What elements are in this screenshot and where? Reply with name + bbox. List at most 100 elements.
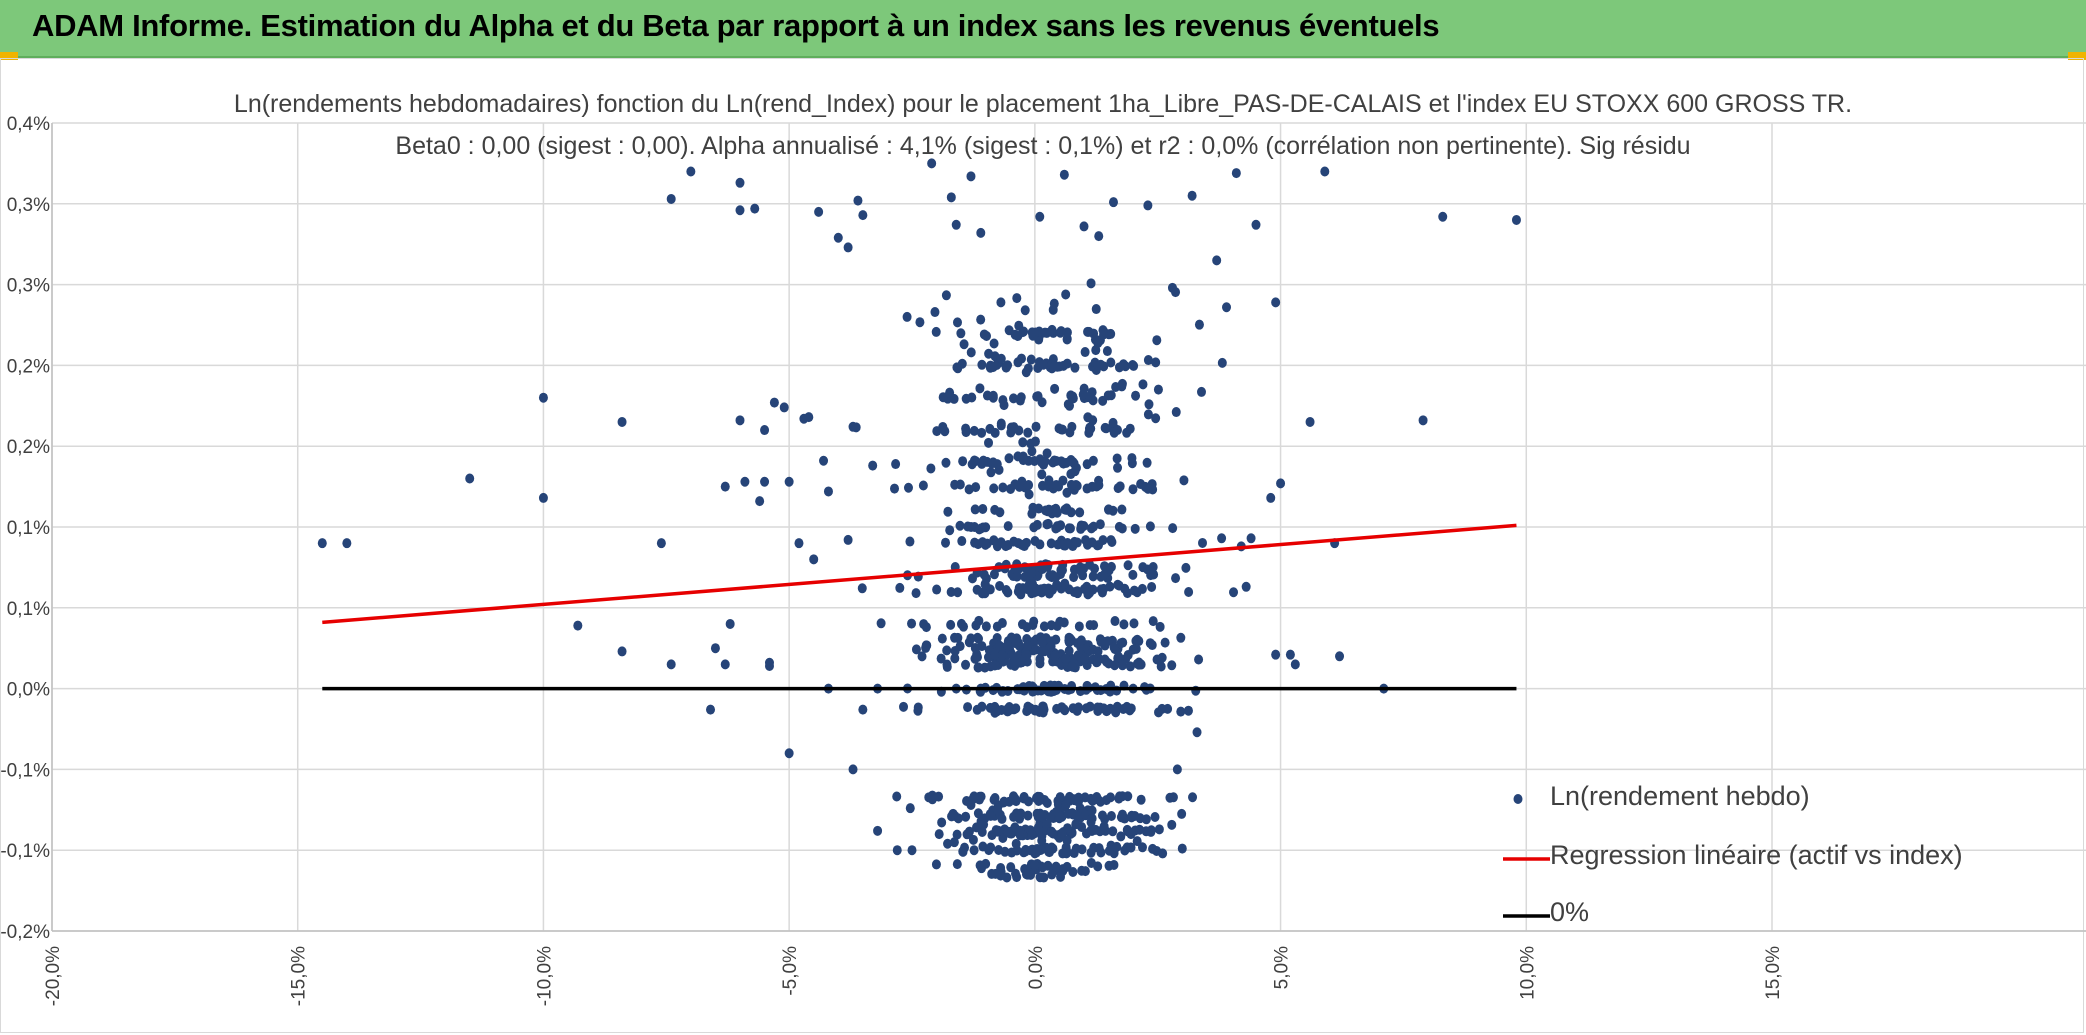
legend-item-zero: 0% (1550, 897, 1590, 927)
data-point (1061, 800, 1071, 811)
data-point (760, 476, 770, 487)
data-point (1138, 379, 1148, 390)
data-point (942, 661, 952, 672)
data-point (1068, 866, 1078, 877)
data-point (1110, 616, 1120, 627)
data-point (857, 583, 867, 594)
data-point (1335, 651, 1345, 662)
data-point (981, 621, 991, 632)
data-point (1148, 484, 1158, 495)
data-point (936, 653, 946, 664)
y-tick-label: -0,2% (0, 922, 50, 943)
data-point (1004, 453, 1014, 464)
data-point (981, 522, 991, 533)
data-point (1026, 438, 1036, 449)
data-point (1078, 389, 1088, 400)
data-point (1116, 812, 1126, 823)
data-point (1027, 829, 1037, 840)
data-point (1145, 638, 1155, 649)
data-point (1131, 390, 1141, 401)
data-point (1143, 409, 1153, 420)
data-point (1062, 835, 1072, 846)
data-point (1071, 819, 1081, 830)
data-point (927, 158, 937, 169)
data-point (1168, 792, 1178, 803)
data-point (1114, 651, 1124, 662)
data-point (938, 392, 948, 403)
data-point (1080, 347, 1090, 358)
data-point (1418, 415, 1428, 426)
data-point (764, 660, 774, 671)
data-point (1009, 393, 1019, 404)
data-point (760, 425, 770, 436)
data-point (963, 702, 973, 713)
data-point (1141, 814, 1151, 825)
data-point (1003, 826, 1013, 837)
legend-item-regression: Regression linéaire (actif vs index) (1550, 840, 1963, 870)
data-point (1018, 437, 1028, 448)
data-point (843, 242, 853, 253)
data-point (814, 206, 824, 217)
data-point (1018, 455, 1028, 466)
data-point (1016, 392, 1026, 403)
data-point (1094, 475, 1104, 486)
data-point (823, 486, 833, 497)
data-point (1038, 811, 1048, 822)
data-point (977, 427, 987, 438)
data-point (1065, 427, 1075, 438)
data-point (1082, 483, 1092, 494)
data-point (1028, 578, 1038, 589)
data-point (964, 826, 974, 837)
y-tick-label: 0,0% (7, 680, 50, 701)
data-point (1117, 378, 1127, 389)
data-point (1134, 657, 1144, 668)
data-point (973, 662, 983, 673)
data-point (1055, 616, 1065, 627)
legend-item-scatter: Ln(rendement hebdo) (1550, 781, 1810, 811)
data-point (907, 618, 917, 629)
data-point (1080, 654, 1090, 665)
data-point (955, 479, 965, 490)
data-point (1094, 231, 1104, 242)
data-point (926, 463, 936, 474)
data-point (1038, 359, 1048, 370)
data-point (1040, 327, 1050, 338)
data-point (1128, 569, 1138, 580)
data-point (958, 846, 968, 857)
data-point (1320, 166, 1330, 177)
data-point (1104, 504, 1114, 515)
data-point (986, 810, 996, 821)
data-point (1036, 584, 1046, 595)
data-point (1001, 541, 1011, 552)
data-point (1023, 701, 1033, 712)
data-point (1051, 480, 1061, 491)
data-point (1058, 848, 1068, 859)
data-point (951, 219, 961, 230)
data-point (1103, 636, 1113, 647)
data-point (1097, 587, 1107, 598)
data-point (905, 803, 915, 814)
data-point (1012, 633, 1022, 644)
data-point (666, 659, 676, 670)
data-point (1088, 571, 1098, 582)
data-point (1251, 219, 1261, 230)
data-point (1066, 479, 1076, 490)
data-point (1126, 703, 1136, 714)
data-point (1049, 361, 1059, 372)
data-point (538, 392, 548, 403)
data-point (1100, 569, 1110, 580)
data-point (1044, 475, 1054, 486)
data-point (1074, 702, 1084, 713)
data-point (1246, 533, 1256, 544)
data-point (996, 862, 1006, 873)
data-point (1021, 844, 1031, 855)
data-point (1129, 618, 1139, 629)
data-point (1010, 793, 1020, 804)
data-point (1077, 865, 1087, 876)
data-point (1094, 843, 1104, 854)
data-point (1144, 399, 1154, 410)
chart-subtitle: Beta0 : 0,00 (sigest : 0,00). Alpha annu… (395, 132, 1691, 160)
data-point (1127, 810, 1137, 821)
data-point (1212, 255, 1222, 266)
data-point (1143, 200, 1153, 211)
